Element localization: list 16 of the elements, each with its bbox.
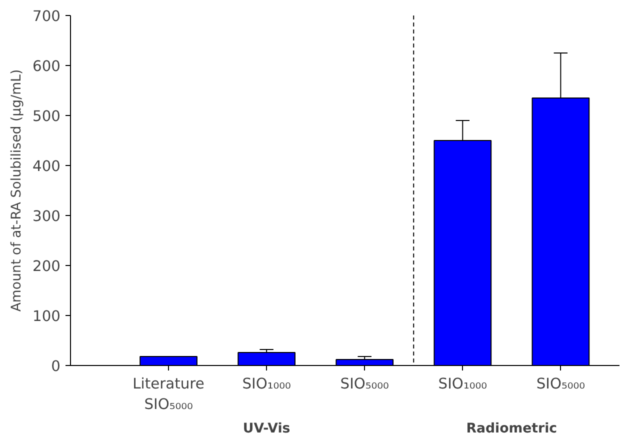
text: UV-Vis (242, 422, 290, 436)
y-tick-label: 0 (51, 358, 61, 375)
y-tick-label: 200 (32, 258, 61, 275)
y-tick-label: 500 (32, 108, 61, 125)
x-tick-label: SIO₅₀₀₀ (536, 376, 586, 392)
x-tick-label: Literature SIO₅₀₀₀ (132, 376, 204, 413)
y-tick-label: 600 (32, 58, 61, 75)
y-tick-label: 700 (32, 8, 61, 25)
y-tick-label: 100 (32, 308, 61, 325)
x-tick-label: SIO₁₀₀₀ (242, 376, 292, 392)
y-tick-label: 300 (32, 208, 61, 225)
y-axis-title: Amount of at-RA Solubilised (µg/mL) (10, 69, 25, 312)
text: Radiometric (466, 422, 558, 436)
x-tick-label: SIO₅₀₀₀ (340, 376, 390, 392)
y-tick-label: 400 (32, 158, 61, 175)
x-tick-label: SIO₁₀₀₀ (438, 376, 488, 392)
